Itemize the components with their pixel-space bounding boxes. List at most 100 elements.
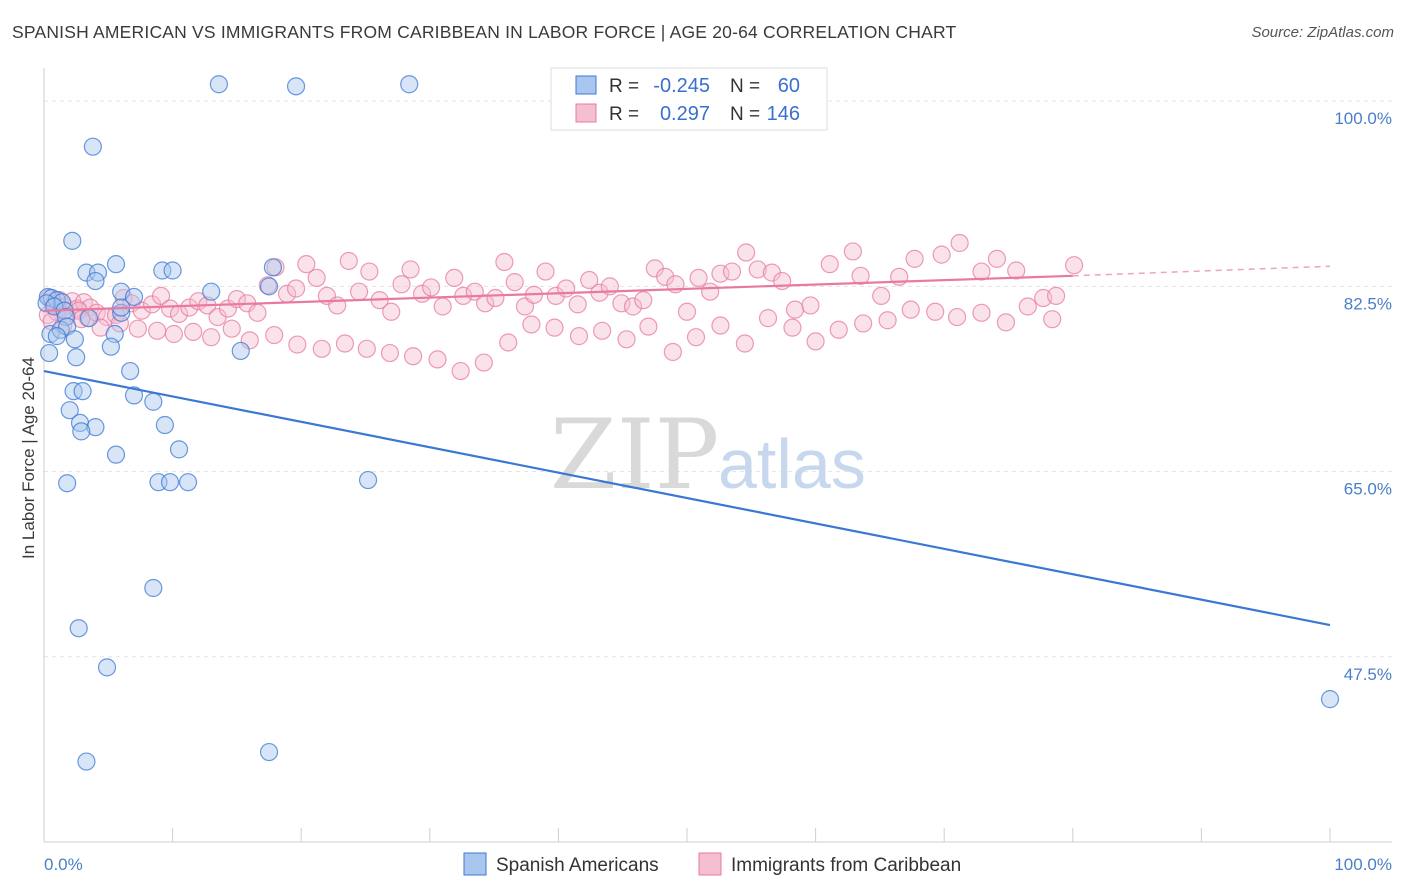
caribbean-immigrant-point [495,252,514,272]
caribbean-immigrant-point [623,297,643,316]
spanish-american-point [202,282,221,301]
x-tick-label-max: 100.0% [1334,855,1392,874]
caribbean-immigrant-point [686,328,706,347]
caribbean-immigrant-point [557,279,576,298]
spanish-american-point [77,752,96,771]
caribbean-immigrant-point [972,262,991,281]
caribbean-immigrant-point [806,332,825,351]
legend-swatch-caribbean [575,103,597,123]
spanish-american-point [124,287,144,307]
trendline-caribbean-extension [1072,265,1331,277]
caribbean-immigrant-point [711,264,730,283]
spanish-american-point [178,473,198,492]
caribbean-immigrant-point [829,320,848,339]
caribbean-immigrant-point [783,318,802,337]
caribbean-immigrant-point [568,295,587,314]
caribbean-immigrant-point [1064,256,1084,275]
caribbean-immigrant-point [184,322,203,341]
caribbean-immigrant-point [1043,310,1062,329]
caribbean-immigrant-point [1007,261,1026,280]
caribbean-immigrant-point [160,299,180,318]
bottom-legend-swatch-caribbean [698,852,722,876]
caribbean-immigrant-point [878,311,897,330]
caribbean-immigrant-point [843,242,862,261]
caribbean-immigrant-point [1018,297,1037,316]
caribbean-immigrant-point [872,286,891,305]
caribbean-immigrant-point [445,268,464,288]
caribbean-immigrant-point [312,339,331,358]
spanish-american-point [231,341,250,361]
legend-r-label-1: R = [609,76,639,97]
caribbean-immigrant-point [339,251,358,271]
gridlines [44,100,1392,658]
caribbean-immigrant-point [987,249,1007,268]
caribbean-immigrant-point [639,317,658,336]
trendlines [43,265,1331,627]
spanish-american-point [86,271,105,291]
spanish-american-point [153,261,172,280]
caribbean-immigrant-point [288,335,307,354]
series-legend: Spanish Americans Immigrants from Caribb… [463,852,961,876]
trendline-caribbean [43,274,1073,312]
spanish-american-point [97,658,117,677]
legend-swatch-spanish [575,75,597,95]
bottom-legend-swatch-spanish [463,852,487,876]
spanish-american-point [86,418,105,437]
caribbean-immigrant-point [612,294,631,313]
caribbean-immigrant-point [357,339,376,358]
spanish-american-point [144,578,163,598]
caribbean-immigrant-point [737,243,756,262]
caribbean-immigrant-point [286,279,306,298]
caribbean-immigrant-point [380,343,400,363]
caribbean-immigrant-point [569,327,589,346]
caribbean-immigrant-point [505,273,524,292]
spanish-american-point [160,473,180,492]
caribbean-immigrant-point [164,324,183,344]
caribbean-immigrant-point [950,233,969,253]
caribbean-immigrant-point [748,260,767,279]
caribbean-immigrant-point [522,315,541,334]
y-tick-label: 82.5% [1344,294,1392,313]
caribbean-immigrant-point [392,275,411,294]
legend-r-value-caribbean: 0.297 [660,103,710,125]
spanish-american-point [47,327,66,346]
caribbean-immigrant-point [617,330,636,349]
caribbean-immigrant-point [148,321,167,340]
caribbean-immigrant-point [773,271,792,291]
spanish-american-point [101,337,120,356]
legend-n-value-caribbean: 146 [767,103,800,125]
series-immigrants-points [38,233,1084,381]
spanish-american-point [63,231,82,250]
caribbean-immigrant-point [905,249,924,268]
caribbean-immigrant-point [801,296,820,315]
spanish-american-point [263,258,283,277]
spanish-american-point [72,422,91,441]
spanish-american-point [169,440,189,459]
stats-legend: R = -0.245 N = 60 R = 0.297 N = 146 [550,67,828,131]
caribbean-immigrant-point [421,278,441,297]
x-tick-labels: 0.0% 100.0% [44,855,1392,874]
caribbean-immigrant-point [677,302,697,321]
legend-r-label-2: R = [609,104,639,125]
bottom-legend-caribbean: Immigrants from Caribbean [731,855,961,876]
legend-n-value-spanish: 60 [778,75,800,97]
caribbean-immigrant-point [758,309,778,328]
caribbean-immigrant-point [854,314,873,333]
chart-title: SPANISH AMERICAN VS IMMIGRANTS FROM CARI… [12,22,957,42]
caribbean-immigrant-point [258,276,277,295]
caribbean-immigrant-point [151,286,171,305]
caribbean-immigrant-point [403,347,423,366]
watermark-atlas: atlas [718,425,866,503]
spanish-american-point [400,75,419,94]
caribbean-immigrant-point [382,302,401,321]
legend-n-label-1: N = [730,76,760,97]
spanish-american-point [124,386,144,405]
caribbean-immigrant-point [335,334,355,353]
spanish-american-point [58,474,77,493]
spanish-american-point [65,330,84,349]
caribbean-immigrant-point [128,319,147,338]
watermark-zip: ZIP [550,399,719,511]
caribbean-immigrant-point [722,262,742,281]
caribbean-immigrant-point [297,255,316,274]
caribbean-immigrant-point [785,300,805,319]
